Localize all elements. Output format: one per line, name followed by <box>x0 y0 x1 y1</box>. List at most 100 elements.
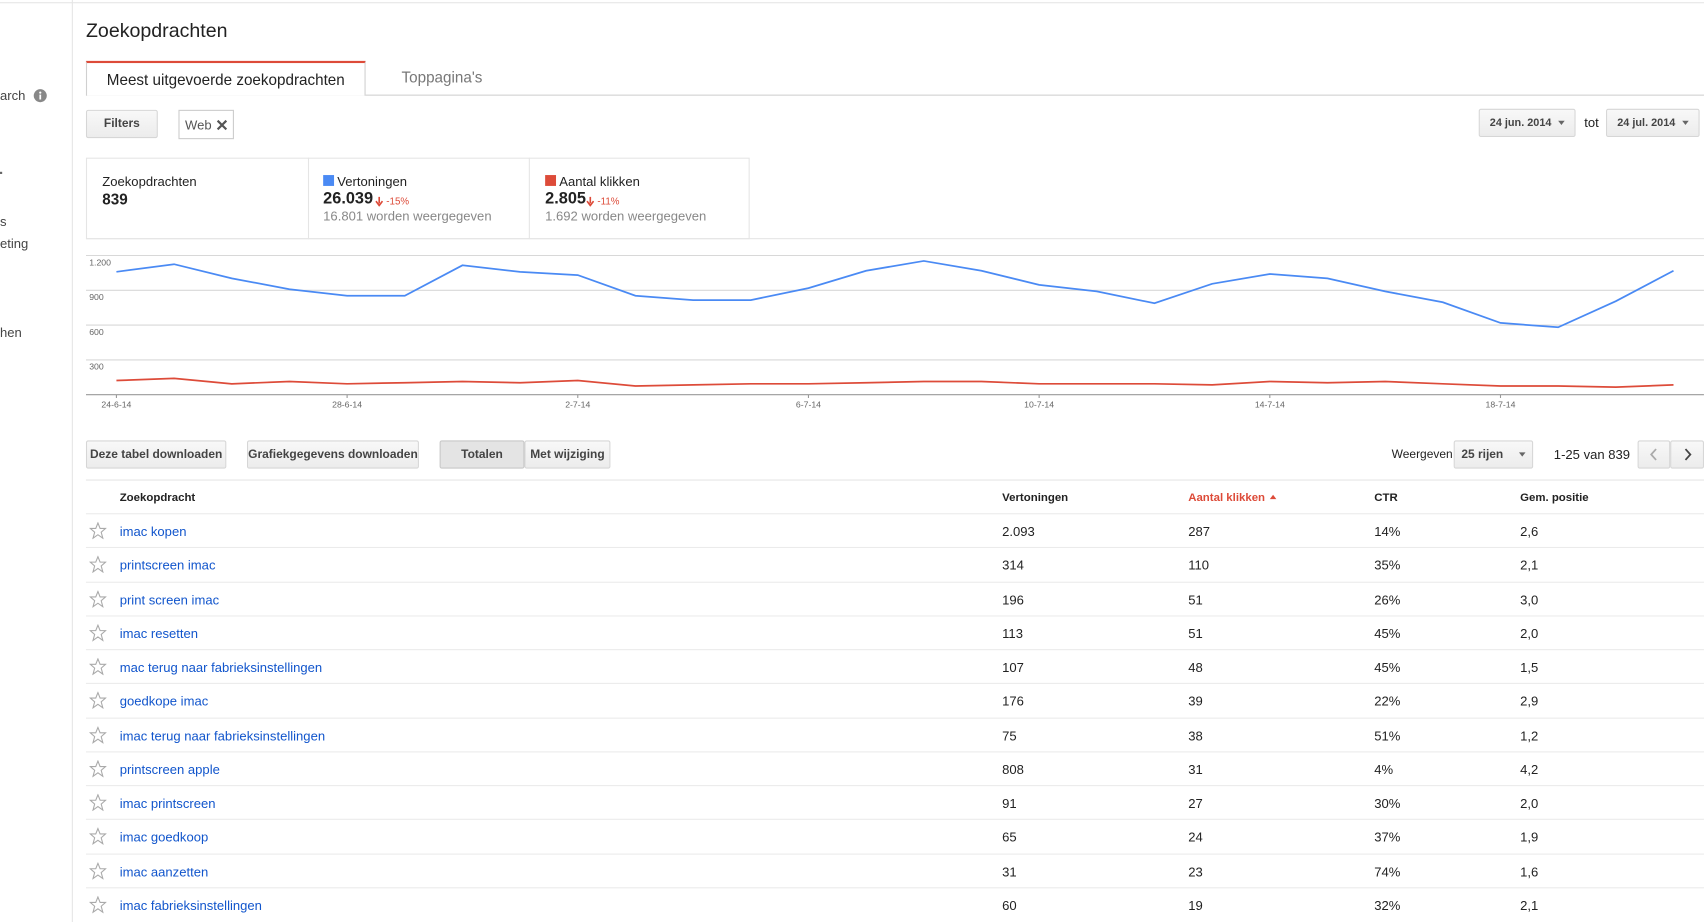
table-row: imac goedkoop 65 24 37% 1,9 <box>85 819 1704 854</box>
star-icon[interactable] <box>89 657 107 676</box>
table-cell: 35% <box>1374 558 1401 574</box>
query-link[interactable]: imac kopen <box>119 524 187 540</box>
legend-swatch <box>545 175 557 186</box>
filters-button[interactable]: Filters <box>85 109 158 139</box>
legend-swatch <box>323 175 335 186</box>
query-link[interactable]: imac resetten <box>119 626 199 642</box>
date-start[interactable]: 24 jun. 2014 <box>1478 108 1576 137</box>
table-cell: 2,0 <box>1520 626 1539 642</box>
rows-select[interactable]: 25 rijen <box>1453 440 1534 469</box>
x-tick-label: 14-7-14 <box>1255 400 1285 410</box>
card-value: 2.805 <box>545 189 586 208</box>
card-divider <box>528 157 530 240</box>
star-shape <box>89 793 107 812</box>
tab[interactable]: Toppagina's <box>401 68 483 86</box>
table-cell: 3,0 <box>1520 592 1539 608</box>
table-cell: 51% <box>1374 727 1401 744</box>
change-toggle[interactable]: Met wijziging <box>524 440 611 469</box>
query-link[interactable]: imac terug naar fabrieksinstellingen <box>119 727 326 744</box>
query-link[interactable]: imac printscreen <box>119 795 216 812</box>
table-row: printscreen apple 808 31 4% 4,2 <box>85 751 1704 786</box>
x-tick-label: 18-7-14 <box>1486 400 1516 410</box>
table-cell: 2,9 <box>1520 693 1539 710</box>
card-value: 26.039 <box>323 189 374 208</box>
date-end-label: 24 jul. 2014 <box>1617 116 1676 129</box>
star-icon[interactable] <box>89 827 107 846</box>
table-cell: 1,2 <box>1520 727 1539 744</box>
table-cell: 176 <box>1002 693 1024 710</box>
filter-chip[interactable]: Web <box>178 109 234 140</box>
star-icon[interactable] <box>89 895 107 914</box>
column-header[interactable]: Zoekopdracht <box>119 491 196 505</box>
table-cell: 75 <box>1002 727 1017 744</box>
sidebar-item[interactable]: s <box>0 214 7 230</box>
table-cell: 38 <box>1188 727 1203 744</box>
tab-active[interactable]: Meest uitgevoerde zoekopdrachten <box>85 60 366 96</box>
card-value: 839 <box>102 190 128 208</box>
query-link[interactable]: imac goedkoop <box>119 829 209 846</box>
star-icon[interactable] <box>89 759 107 778</box>
column-header[interactable]: Gem. positie <box>1520 491 1589 505</box>
download-chart-button[interactable]: Grafiekgegevens downloaden <box>246 440 419 469</box>
line-chart: 300 600 900 1.200 24-6-14 28-6-14 2-7-14 6-7-14… <box>85 254 1704 410</box>
page-title: Zoekopdrachten <box>85 19 228 42</box>
column-header[interactable]: Vertoningen <box>1002 491 1069 505</box>
query-link[interactable]: printscreen apple <box>119 761 220 778</box>
table-cell: 1,9 <box>1520 829 1539 846</box>
download-table-button[interactable]: Deze tabel downloaden <box>85 440 227 469</box>
series-line <box>116 260 1674 329</box>
table-cell: 4,2 <box>1520 761 1539 778</box>
series-line <box>116 377 1674 388</box>
chip-label: Web <box>184 116 212 133</box>
star-icon[interactable] <box>89 555 107 574</box>
table-row: imac fabrieksinstellingen 60 19 32% 2,1 <box>85 886 1704 922</box>
table-cell: 2,1 <box>1520 558 1539 574</box>
column-header[interactable]: Aantal klikken <box>1188 491 1276 505</box>
star-icon[interactable] <box>89 861 107 880</box>
sidebar-item[interactable]: hen <box>0 325 22 341</box>
date-end[interactable]: 24 jul. 2014 <box>1606 108 1700 137</box>
table-row: imac kopen 2.093 287 14% 2,6 <box>85 513 1704 548</box>
query-link[interactable]: mac terug naar fabrieksinstellingen <box>119 659 323 676</box>
table-cell: 45% <box>1374 659 1401 676</box>
card-change: -11% <box>597 195 620 207</box>
table-cell: 19 <box>1188 897 1203 914</box>
table-cell: 51 <box>1188 592 1203 608</box>
table-cell: 74% <box>1374 863 1401 880</box>
star-icon[interactable] <box>89 589 107 608</box>
next-page[interactable] <box>1670 440 1704 469</box>
star-icon[interactable] <box>89 521 107 540</box>
info-icon[interactable] <box>33 88 48 103</box>
top-border <box>0 2 1704 4</box>
star-icon[interactable] <box>89 793 107 812</box>
chip-close[interactable] <box>217 119 228 130</box>
table-cell: 60 <box>1002 897 1017 914</box>
sidebar-item[interactable]: eting <box>0 235 29 252</box>
table-cell: 2,1 <box>1520 897 1539 914</box>
query-link[interactable]: imac fabrieksinstellingen <box>119 897 262 914</box>
legend-label: Aantal klikken <box>559 173 640 190</box>
star-icon[interactable] <box>89 691 107 710</box>
y-tick-label: 600 <box>89 327 104 337</box>
table-cell: 30% <box>1374 795 1401 812</box>
query-link[interactable]: print screen imac <box>119 592 220 608</box>
query-link[interactable]: imac aanzetten <box>119 863 209 880</box>
sidebar-item[interactable]: arch <box>0 88 26 104</box>
table-cell: 31 <box>1002 863 1017 880</box>
table-cell: 196 <box>1002 592 1024 608</box>
star-icon[interactable] <box>89 623 107 642</box>
table-row: mac terug naar fabrieksinstellingen 107 48… <box>85 649 1704 684</box>
star-icon[interactable] <box>89 725 107 744</box>
y-tick-label: 900 <box>89 292 104 302</box>
query-link[interactable]: printscreen imac <box>119 558 216 574</box>
totals-toggle[interactable]: Totalen <box>439 440 525 469</box>
column-header[interactable]: CTR <box>1374 491 1398 505</box>
x-tick-label: 6-7-14 <box>796 400 821 410</box>
table-cell: 45% <box>1374 626 1401 642</box>
prev-page[interactable] <box>1637 440 1671 469</box>
table-cell: 2.093 <box>1002 524 1035 540</box>
query-link[interactable]: goedkope imac <box>119 693 209 710</box>
card-divider <box>307 157 310 240</box>
y-tick-label: 300 <box>89 362 104 372</box>
star-shape <box>89 827 107 846</box>
